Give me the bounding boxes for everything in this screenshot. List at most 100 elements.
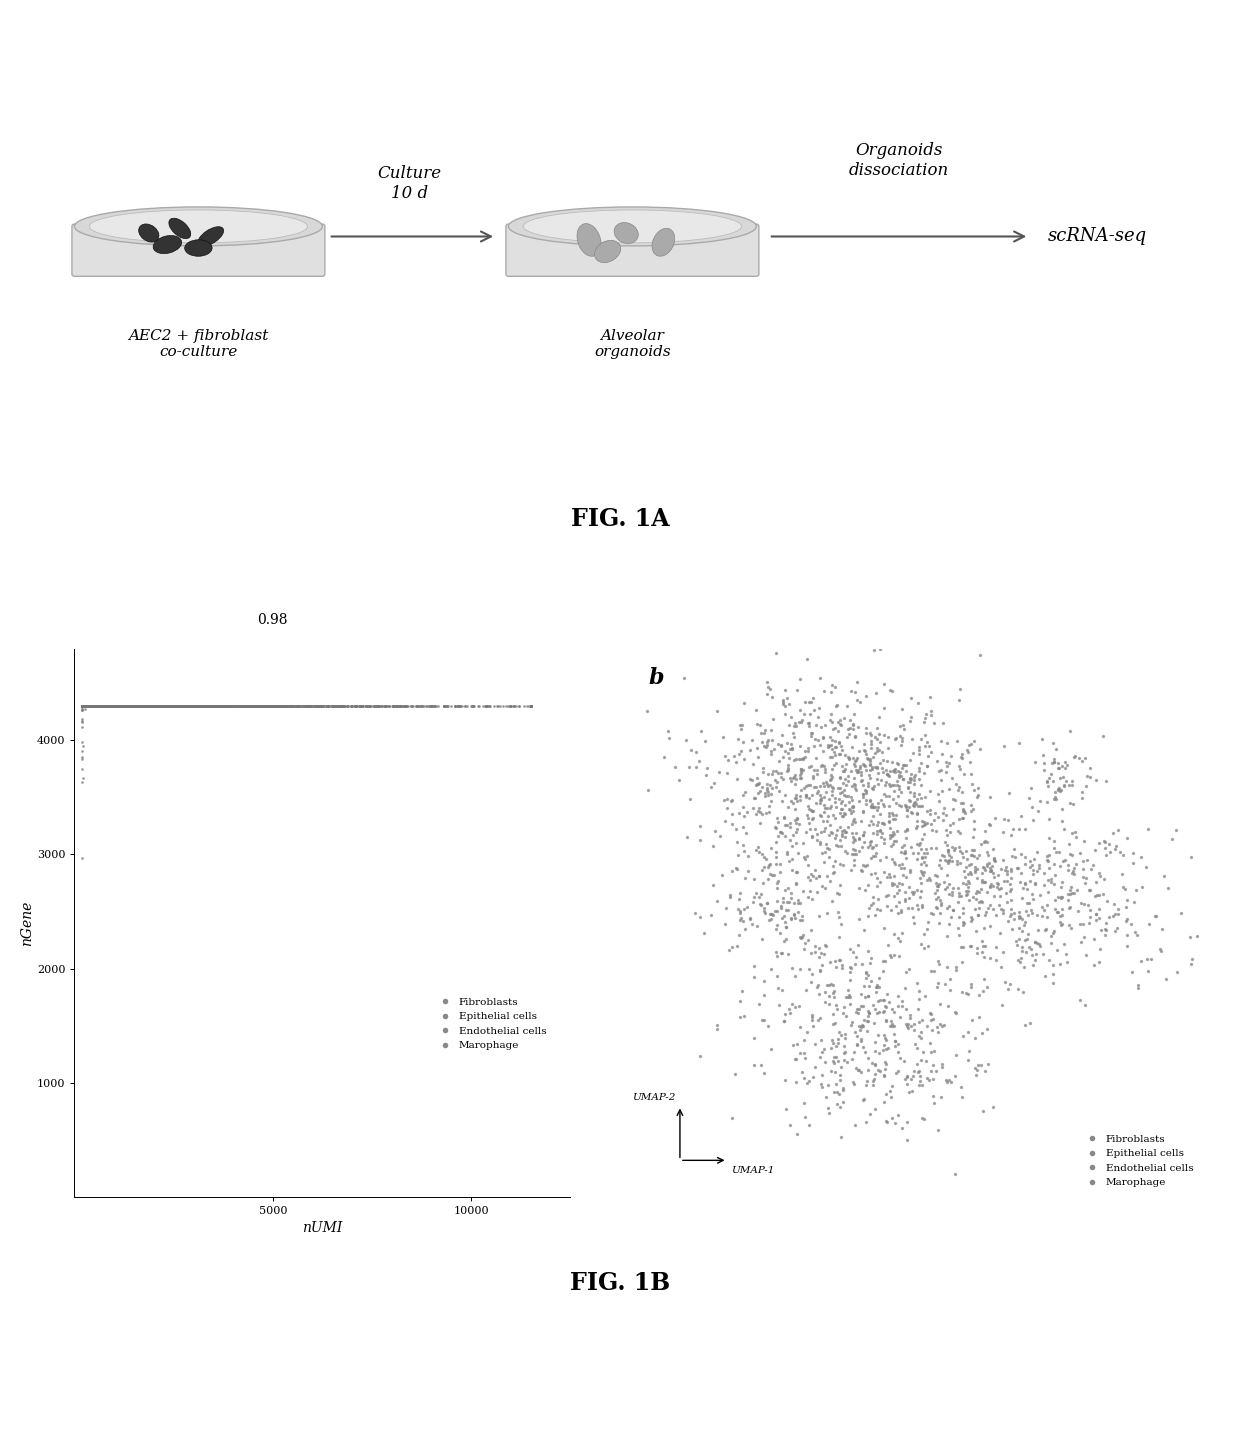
- Point: [831, 767, 851, 790]
- Point: [155, 695, 175, 718]
- Point: [72, 695, 92, 718]
- Point: [138, 695, 157, 718]
- Point: [858, 999, 878, 1022]
- Point: [811, 1045, 831, 1069]
- Point: [734, 839, 754, 862]
- Point: [822, 1028, 842, 1051]
- Point: [264, 695, 284, 718]
- Point: [777, 731, 797, 754]
- Point: [113, 695, 133, 718]
- Point: [150, 695, 170, 718]
- Point: [84, 695, 104, 718]
- Point: [73, 695, 93, 718]
- Point: [144, 695, 164, 718]
- Point: [104, 695, 124, 718]
- Point: [99, 695, 119, 718]
- Point: [738, 800, 758, 823]
- Point: [174, 695, 193, 718]
- Point: [802, 799, 822, 822]
- Point: [289, 695, 309, 718]
- Point: [769, 994, 789, 1017]
- Point: [103, 695, 123, 718]
- Point: [219, 695, 239, 718]
- Point: [754, 845, 774, 868]
- Point: [73, 695, 93, 718]
- Point: [236, 695, 255, 718]
- Point: [260, 695, 280, 718]
- Point: [918, 917, 937, 940]
- Point: [86, 695, 105, 718]
- Point: [110, 695, 130, 718]
- Point: [310, 695, 330, 718]
- Point: [441, 695, 461, 718]
- Point: [771, 820, 791, 844]
- Point: [861, 829, 880, 852]
- Point: [838, 764, 858, 787]
- Point: [279, 695, 299, 718]
- Point: [836, 743, 856, 766]
- Point: [86, 695, 105, 718]
- Point: [874, 812, 894, 835]
- Point: [866, 1063, 885, 1086]
- Point: [790, 789, 810, 812]
- Point: [84, 695, 104, 718]
- Point: [181, 695, 201, 718]
- Point: [125, 695, 145, 718]
- Point: [166, 695, 186, 718]
- Point: [138, 695, 157, 718]
- Point: [761, 718, 781, 741]
- Point: [74, 695, 94, 718]
- Point: [196, 695, 216, 718]
- Point: [242, 695, 262, 718]
- Point: [72, 695, 92, 718]
- Point: [72, 695, 92, 718]
- Point: [298, 695, 317, 718]
- Point: [229, 695, 249, 718]
- Point: [1096, 844, 1116, 867]
- Point: [1078, 764, 1097, 787]
- Point: [756, 731, 776, 754]
- Point: [496, 695, 516, 718]
- Point: [72, 695, 92, 718]
- Point: [148, 695, 167, 718]
- Point: [727, 818, 746, 841]
- Point: [802, 1008, 822, 1031]
- Point: [709, 823, 729, 846]
- Point: [104, 695, 124, 718]
- Point: [846, 1021, 866, 1044]
- Point: [72, 698, 92, 721]
- Point: [866, 998, 885, 1021]
- Point: [869, 751, 889, 774]
- Point: [771, 942, 791, 965]
- Point: [807, 779, 827, 802]
- Point: [715, 746, 735, 769]
- Point: [76, 695, 95, 718]
- Point: [825, 1080, 844, 1103]
- Point: [870, 1060, 890, 1083]
- Point: [790, 668, 810, 691]
- Point: [853, 753, 873, 776]
- Point: [800, 715, 820, 738]
- Point: [758, 779, 777, 802]
- Point: [156, 695, 176, 718]
- Point: [306, 695, 326, 718]
- Point: [818, 973, 838, 996]
- Point: [148, 695, 167, 718]
- Point: [1052, 779, 1071, 802]
- Point: [851, 1018, 870, 1041]
- Point: [1089, 884, 1109, 907]
- Point: [151, 695, 171, 718]
- Point: [1074, 858, 1094, 881]
- Point: [198, 695, 218, 718]
- Point: [72, 695, 92, 718]
- Point: [861, 831, 880, 854]
- Point: [764, 760, 784, 783]
- Point: [794, 845, 813, 868]
- Point: [494, 695, 513, 718]
- Point: [139, 695, 159, 718]
- Point: [102, 695, 122, 718]
- Point: [861, 735, 880, 758]
- Point: [820, 769, 839, 792]
- Point: [129, 695, 149, 718]
- Point: [100, 695, 120, 718]
